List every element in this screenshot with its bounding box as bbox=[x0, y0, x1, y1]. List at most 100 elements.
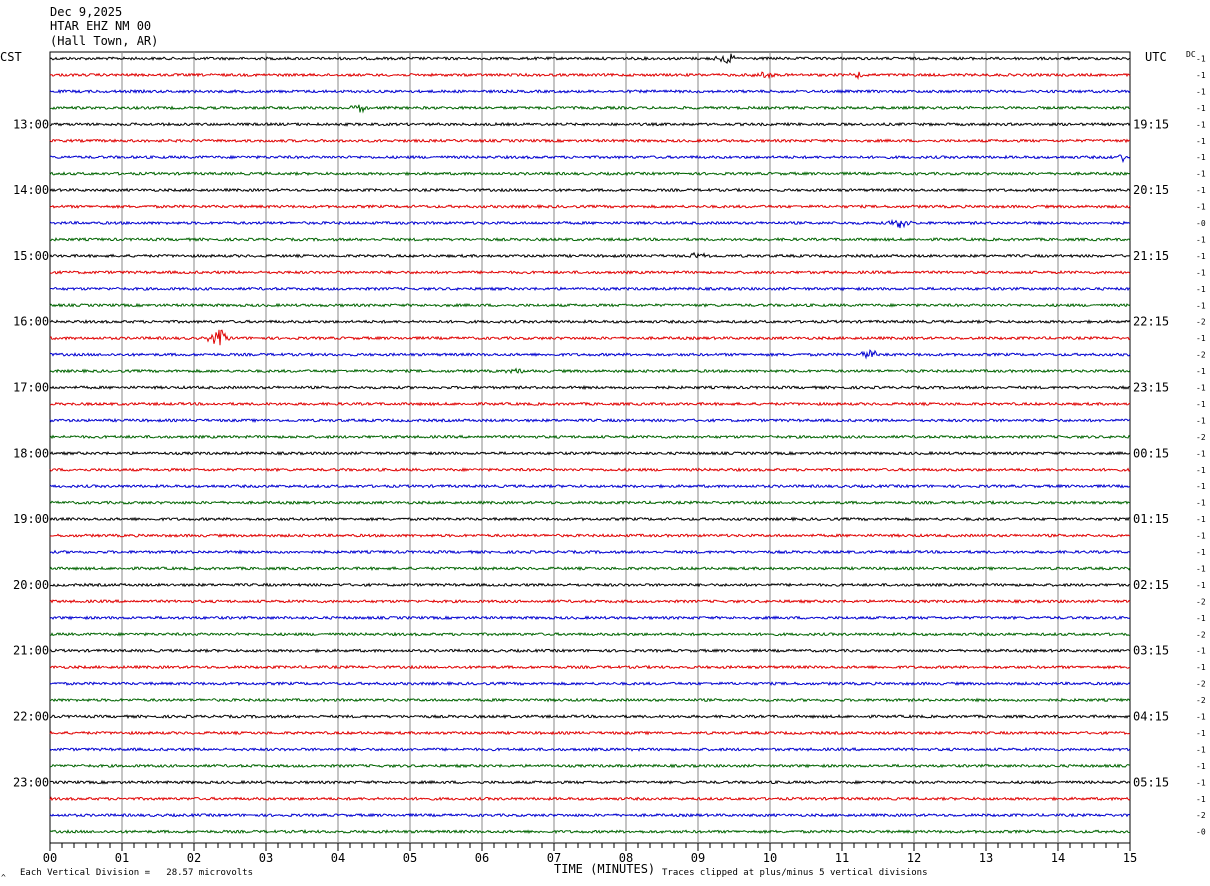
trace-row bbox=[49, 467, 1131, 473]
dc-offset-label: -1 bbox=[1196, 499, 1206, 508]
trace-row bbox=[49, 730, 1131, 736]
cst-hour-label: 18:00 bbox=[13, 446, 49, 460]
clip-note: Traces clipped at plus/minus 5 vertical … bbox=[662, 868, 928, 878]
dc-offset-label: -1 bbox=[1196, 515, 1206, 524]
trace-row bbox=[49, 171, 1131, 177]
dc-offset-label: -1 bbox=[1196, 384, 1206, 393]
trace-row bbox=[49, 53, 1131, 65]
dc-offset-label: -2 bbox=[1196, 696, 1206, 705]
dc-offset-label: -1 bbox=[1196, 137, 1206, 146]
header-date: Dec 9,2025 bbox=[50, 5, 122, 19]
dc-offset-label: -1 bbox=[1196, 762, 1206, 771]
utc-hour-labels: 19:15 20:15 21:15 22:15 23:15 00:15 01:15 02:15… bbox=[1133, 117, 1169, 789]
chart-header: Dec 9,2025 HTAR EHZ NM 00 (Hall Town, AR… bbox=[50, 5, 158, 48]
dc-offset-label: -1 bbox=[1196, 235, 1206, 244]
trace-row bbox=[49, 367, 1131, 375]
trace-row bbox=[49, 582, 1131, 588]
x-tick-label: 04 bbox=[331, 851, 345, 865]
dc-offset-label: -1 bbox=[1196, 334, 1206, 343]
trace-row bbox=[49, 763, 1131, 769]
trace-row bbox=[49, 434, 1131, 440]
utc-hour-label: 05:15 bbox=[1133, 775, 1169, 789]
dc-offset-label: -1 bbox=[1196, 795, 1206, 804]
dc-offset-label: -2 bbox=[1196, 597, 1206, 606]
dc-label: DC bbox=[1186, 50, 1196, 59]
trace-row bbox=[49, 349, 1131, 360]
utc-hour-label: 20:15 bbox=[1133, 183, 1169, 197]
dc-offset-label: -1 bbox=[1196, 482, 1206, 491]
trace-row bbox=[49, 812, 1131, 818]
time-gridlines bbox=[49, 51, 1131, 844]
plot-frame bbox=[49, 51, 1131, 844]
dc-offset-label: -0 bbox=[1196, 219, 1206, 228]
trace-row bbox=[49, 251, 1131, 259]
dc-offset-label: -1 bbox=[1196, 104, 1206, 113]
trace-row bbox=[49, 269, 1131, 275]
dc-offset-label: -1 bbox=[1196, 466, 1206, 475]
dc-offset-label: -1 bbox=[1196, 745, 1206, 754]
utc-hour-label: 21:15 bbox=[1133, 249, 1169, 263]
x-tick-label: 11 bbox=[835, 851, 849, 865]
x-tick-label: 03 bbox=[259, 851, 273, 865]
seismic-traces bbox=[49, 53, 1131, 835]
trace-row bbox=[49, 329, 1131, 346]
trace-row bbox=[49, 384, 1131, 391]
trace-row bbox=[49, 401, 1131, 407]
dc-offset-label: -1 bbox=[1196, 581, 1206, 590]
x-tick-label: 05 bbox=[403, 851, 417, 865]
dc-offset-label: -1 bbox=[1196, 532, 1206, 541]
trace-row bbox=[49, 187, 1131, 193]
cst-hour-label: 15:00 bbox=[13, 249, 49, 263]
dc-offset-label: -1 bbox=[1196, 55, 1206, 64]
x-tick-label: 08 bbox=[619, 851, 633, 865]
dc-offset-label: -1 bbox=[1196, 729, 1206, 738]
right-timezone-label: UTC bbox=[1145, 50, 1167, 64]
cst-hour-label: 14:00 bbox=[13, 183, 49, 197]
trace-row bbox=[49, 104, 1131, 114]
dc-offset-label: -1 bbox=[1196, 170, 1206, 179]
cst-hour-label: 23:00 bbox=[13, 775, 49, 789]
dc-offset-label: -1 bbox=[1196, 416, 1206, 425]
trace-row bbox=[49, 796, 1131, 802]
x-tick-label: 01 bbox=[115, 851, 129, 865]
utc-hour-label: 19:15 bbox=[1133, 117, 1169, 131]
trace-row bbox=[49, 450, 1131, 456]
dc-offset-label: -1 bbox=[1196, 87, 1206, 96]
header-location: (Hall Town, AR) bbox=[50, 34, 158, 48]
trace-row bbox=[49, 218, 1131, 229]
x-tick-label: 14 bbox=[1051, 851, 1065, 865]
trace-row bbox=[49, 88, 1131, 94]
dc-offset-label: -1 bbox=[1196, 301, 1206, 310]
x-tick-label: 09 bbox=[691, 851, 705, 865]
trace-row bbox=[49, 664, 1131, 670]
dc-offset-label: -2 bbox=[1196, 351, 1206, 360]
x-tick-label: 15 bbox=[1123, 851, 1137, 865]
trace-row bbox=[49, 319, 1131, 325]
scale-note: Each Vertical Division = 28.57 microvolt… bbox=[20, 868, 253, 878]
dc-offset-label: -1 bbox=[1196, 285, 1206, 294]
dc-offset-label: -1 bbox=[1196, 268, 1206, 277]
trace-row bbox=[49, 549, 1131, 555]
trace-row bbox=[49, 71, 1131, 81]
trace-row bbox=[49, 615, 1131, 621]
trace-row bbox=[49, 747, 1131, 752]
utc-hour-label: 01:15 bbox=[1133, 512, 1169, 526]
dc-offset-label: -2 bbox=[1196, 811, 1206, 820]
x-tick-label: 10 bbox=[763, 851, 777, 865]
dc-offset-label: -1 bbox=[1196, 564, 1206, 573]
trace-row bbox=[49, 565, 1131, 572]
dc-offset-label: -1 bbox=[1196, 778, 1206, 787]
x-tick-label: 00 bbox=[43, 851, 57, 865]
left-timezone-label: CST bbox=[0, 50, 22, 64]
cst-hour-label: 17:00 bbox=[13, 381, 49, 395]
header-station: HTAR EHZ NM 00 bbox=[50, 19, 151, 33]
trace-row bbox=[49, 779, 1131, 785]
trace-row bbox=[49, 697, 1131, 703]
utc-hour-label: 23:15 bbox=[1133, 381, 1169, 395]
dc-offset-label: -0 bbox=[1196, 828, 1206, 837]
trace-row bbox=[49, 302, 1131, 308]
dc-offset-label: -1 bbox=[1196, 647, 1206, 656]
cst-hour-label: 21:00 bbox=[13, 644, 49, 658]
x-tick-label: 02 bbox=[187, 851, 201, 865]
x-axis: 00 01 02 03 04 05 06 07 08 09 10 11 12 13 14 15 bbox=[43, 843, 1137, 865]
